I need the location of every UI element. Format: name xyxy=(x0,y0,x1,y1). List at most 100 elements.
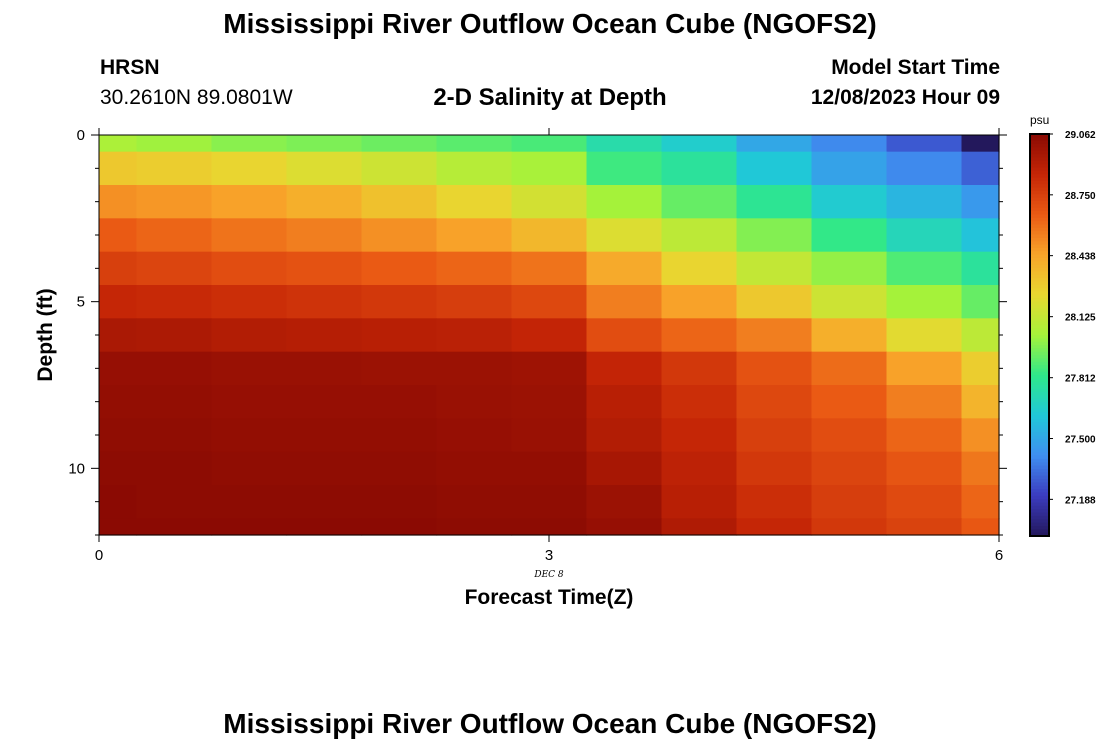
colorbar-step xyxy=(1030,502,1049,507)
colorbar-step xyxy=(1030,395,1049,400)
heatmap-cell xyxy=(136,151,213,186)
heatmap-cell xyxy=(286,451,363,486)
colorbar-units: psu xyxy=(1030,113,1050,127)
heatmap-cell xyxy=(736,151,813,186)
heatmap-cell xyxy=(286,385,363,419)
heatmap-cell xyxy=(886,318,963,353)
colorbar-step xyxy=(1030,247,1049,252)
x-axis-title: Forecast Time(Z) xyxy=(465,586,634,609)
x-tick-label: 6 xyxy=(995,547,1003,564)
colorbar-step xyxy=(1030,465,1049,470)
colorbar-step xyxy=(1030,512,1049,517)
heatmap-cell xyxy=(99,485,138,519)
heatmap-cell xyxy=(436,385,513,419)
heatmap-cell xyxy=(136,418,213,453)
heatmap-cell xyxy=(361,135,438,153)
heatmap-cell xyxy=(436,251,513,286)
heatmap-cell xyxy=(586,351,663,386)
colorbar-step xyxy=(1030,331,1049,336)
heatmap-cell xyxy=(211,135,288,153)
colorbar-step xyxy=(1030,221,1049,226)
colorbar-tick-label: 27.500 xyxy=(1065,435,1096,446)
heatmap-cell xyxy=(511,285,588,319)
colorbar-step xyxy=(1030,278,1049,282)
heatmap-cell xyxy=(211,385,288,419)
colorbar-step xyxy=(1030,281,1049,286)
colorbar-step xyxy=(1030,485,1049,490)
heatmap-cell xyxy=(886,151,963,186)
colorbar-step xyxy=(1030,251,1049,256)
colorbar-step xyxy=(1030,479,1049,483)
heatmap-cell xyxy=(361,485,438,519)
colorbar-step xyxy=(1030,452,1049,457)
heatmap-cell xyxy=(961,518,1000,536)
heatmap-cell xyxy=(436,351,513,386)
colorbar-step xyxy=(1030,291,1049,296)
colorbar-step xyxy=(1030,391,1049,396)
colorbar-step xyxy=(1030,301,1049,306)
colorbar-step xyxy=(1030,294,1049,299)
heatmap-cell xyxy=(286,251,363,286)
heatmap-cell xyxy=(436,185,513,219)
heatmap-cell xyxy=(586,151,663,186)
colorbar-tick-label: 27.188 xyxy=(1065,495,1096,506)
heatmap-cell xyxy=(886,285,963,319)
colorbar-step xyxy=(1030,224,1049,229)
colorbar-step xyxy=(1030,368,1049,373)
colorbar-step xyxy=(1030,432,1049,437)
heatmap-cell xyxy=(886,518,963,536)
colorbar-step xyxy=(1030,422,1049,427)
heatmap-cell xyxy=(811,285,888,319)
model-start-value: 12/08/2023 Hour 09 xyxy=(810,86,1000,109)
heatmap-cell xyxy=(586,518,663,536)
heatmap-cell xyxy=(286,418,363,453)
heatmap-cell xyxy=(586,451,663,486)
heatmap-cell xyxy=(136,318,213,353)
heatmap-cell xyxy=(736,285,813,319)
heatmap-cell xyxy=(736,385,813,419)
colorbar-step xyxy=(1030,234,1049,239)
colorbar-step xyxy=(1030,217,1049,222)
heatmap-cell xyxy=(811,451,888,486)
heatmap-cell xyxy=(136,251,213,286)
heatmap-cell xyxy=(736,218,813,253)
model-start-label: Model Start Time xyxy=(831,56,1000,79)
heatmap-cell xyxy=(661,218,738,253)
heatmap-cell xyxy=(211,251,288,286)
heatmap-cells xyxy=(99,135,1000,536)
heatmap-cell xyxy=(511,418,588,453)
colorbar-step xyxy=(1030,348,1049,353)
colorbar-step xyxy=(1030,509,1049,514)
heatmap-cell xyxy=(511,485,588,519)
heatmap-cell xyxy=(99,318,138,353)
colorbar-step xyxy=(1030,227,1049,232)
heatmap-cell xyxy=(136,218,213,253)
heatmap-cell xyxy=(286,485,363,519)
heatmap-cell xyxy=(99,135,138,153)
heatmap-cell xyxy=(436,418,513,453)
heatmap-cell xyxy=(661,151,738,186)
heatmap-cell xyxy=(961,351,1000,386)
colorbar-step xyxy=(1030,214,1049,219)
heatmap-cell xyxy=(436,285,513,319)
heatmap-cell xyxy=(811,318,888,353)
colorbar-step xyxy=(1030,438,1049,443)
heatmap-cell xyxy=(886,135,963,153)
colorbar-tick-label: 27.812 xyxy=(1065,374,1096,385)
colorbar-step xyxy=(1030,264,1049,269)
heatmap-cell xyxy=(811,151,888,186)
colorbar-step xyxy=(1030,154,1049,159)
heatmap-cell xyxy=(961,418,1000,453)
heatmap-cell xyxy=(811,485,888,519)
colorbar-frame xyxy=(1029,133,1050,537)
heatmap-cell xyxy=(736,451,813,486)
colorbar-step xyxy=(1030,237,1049,242)
colorbar-step xyxy=(1030,529,1049,534)
heatmap-cell xyxy=(511,151,588,186)
heatmap-cell xyxy=(511,351,588,386)
heatmap-cell xyxy=(886,451,963,486)
heatmap-cell xyxy=(99,151,138,186)
colorbar-step xyxy=(1030,351,1049,356)
heatmap-cell xyxy=(811,251,888,286)
